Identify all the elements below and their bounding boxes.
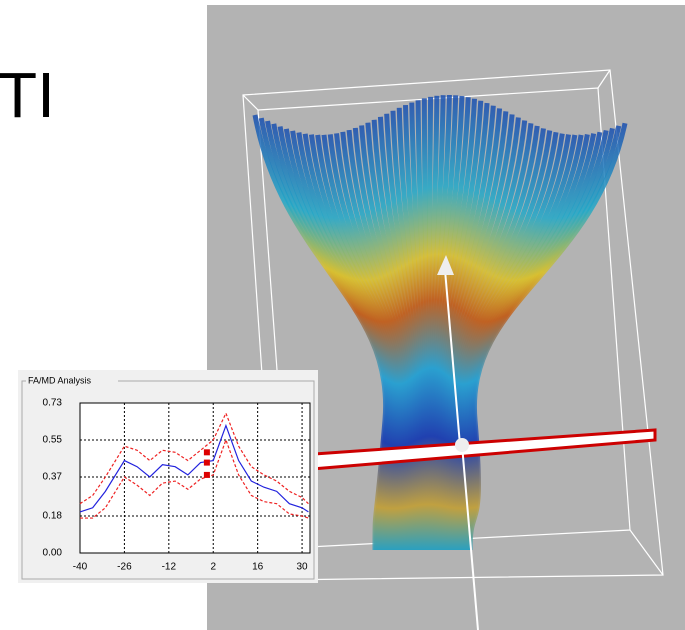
marker <box>204 460 210 466</box>
y-tick-label: 0.73 <box>43 398 63 409</box>
x-tick-label: -12 <box>162 562 177 573</box>
marker <box>204 472 210 478</box>
handle <box>455 438 469 452</box>
y-tick-label: 0.00 <box>43 548 63 559</box>
x-tick-label: 2 <box>210 562 216 573</box>
panel-title: FA/MD Analysis <box>28 375 92 385</box>
y-tick-label: 0.18 <box>43 511 63 522</box>
page: TI FA/MD Analysis 0.00 0.18 0.37 0.55 0.73 -4… <box>0 0 685 630</box>
x-tick-label: -26 <box>117 562 132 573</box>
plot-area <box>80 403 310 553</box>
heading: TI <box>0 59 55 131</box>
y-tick-label: 0.37 <box>43 472 63 483</box>
y-tick-label: 0.55 <box>43 435 63 446</box>
x-tick-label: 16 <box>252 562 264 573</box>
screen: TI FA/MD Analysis 0.00 0.18 0.37 0.55 0.73 -4… <box>0 0 685 630</box>
x-tick-label: -40 <box>73 562 88 573</box>
x-tick-label: 30 <box>297 562 309 573</box>
marker <box>204 449 210 455</box>
